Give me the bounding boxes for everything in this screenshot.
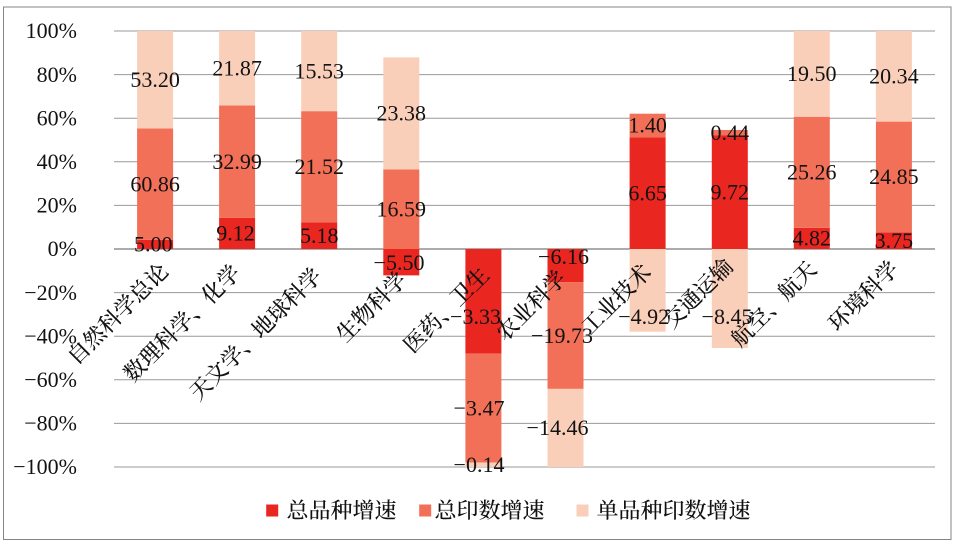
svg-text:3.75: 3.75 <box>875 228 914 253</box>
svg-text:−14.46: −14.46 <box>527 415 589 440</box>
svg-text:4.82: 4.82 <box>793 226 832 251</box>
svg-text:60%: 60% <box>37 105 77 130</box>
svg-text:20%: 20% <box>37 193 77 218</box>
svg-text:23.38: 23.38 <box>377 101 427 126</box>
svg-text:5.00: 5.00 <box>134 232 173 257</box>
svg-text:−20%: −20% <box>24 280 77 305</box>
svg-text:19.50: 19.50 <box>787 61 837 86</box>
svg-text:5.18: 5.18 <box>300 223 339 248</box>
svg-text:−4.92: −4.92 <box>618 304 669 329</box>
svg-text:1.40: 1.40 <box>628 113 667 138</box>
svg-text:−5.50: −5.50 <box>374 250 425 275</box>
svg-text:−100%: −100% <box>13 454 77 479</box>
svg-text:9.72: 9.72 <box>711 179 750 204</box>
svg-text:−80%: −80% <box>24 411 77 436</box>
svg-text:24.85: 24.85 <box>869 164 919 189</box>
svg-text:−40%: −40% <box>24 323 77 348</box>
svg-text:−3.47: −3.47 <box>454 395 505 420</box>
svg-text:21.52: 21.52 <box>294 154 344 179</box>
svg-text:−8.45: −8.45 <box>702 304 753 329</box>
svg-text:80%: 80% <box>37 62 77 87</box>
svg-text:9.12: 9.12 <box>216 221 255 246</box>
svg-text:100%: 100% <box>26 18 77 43</box>
svg-text:16.59: 16.59 <box>377 196 427 221</box>
svg-text:53.20: 53.20 <box>130 67 180 92</box>
svg-text:−60%: −60% <box>24 367 77 392</box>
svg-text:0%: 0% <box>48 236 77 261</box>
svg-text:6.65: 6.65 <box>628 180 667 205</box>
svg-text:40%: 40% <box>37 149 77 174</box>
svg-text:−6.16: −6.16 <box>538 244 589 269</box>
svg-text:25.26: 25.26 <box>787 160 837 185</box>
svg-text:20.34: 20.34 <box>869 64 919 89</box>
svg-text:15.53: 15.53 <box>294 58 344 83</box>
svg-text:21.87: 21.87 <box>212 56 262 81</box>
svg-text:−19.73: −19.73 <box>531 323 593 348</box>
svg-text:60.86: 60.86 <box>130 171 180 196</box>
svg-text:−0.14: −0.14 <box>454 452 505 477</box>
svg-text:32.99: 32.99 <box>212 149 262 174</box>
svg-text:−3.33: −3.33 <box>450 304 501 329</box>
svg-text:0.44: 0.44 <box>711 120 750 145</box>
